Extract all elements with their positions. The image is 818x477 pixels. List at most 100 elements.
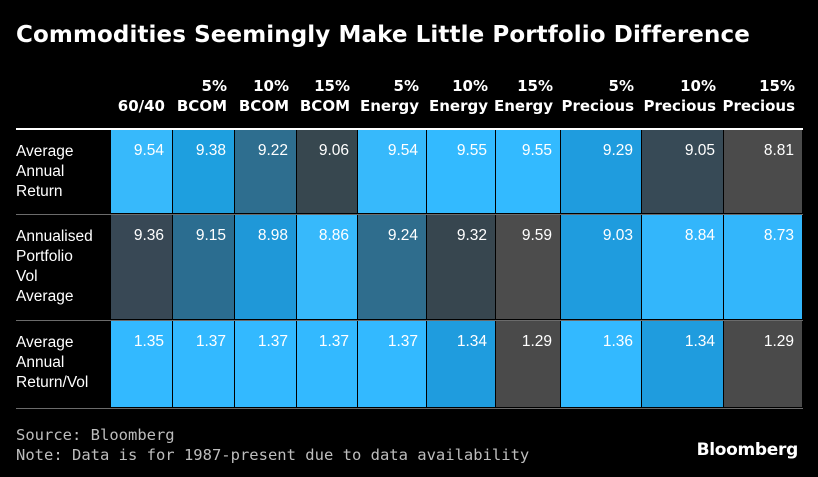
column-header-line: 5% <box>608 77 634 95</box>
column-header-line: 15% <box>517 77 553 95</box>
table-cell: 9.55 <box>427 130 495 213</box>
cell-value: 9.54 <box>133 142 164 159</box>
cell-value: 8.81 <box>763 142 794 159</box>
row-label-line: Average <box>16 288 74 305</box>
cell-value: 1.37 <box>387 333 418 350</box>
table-cell: 9.38 <box>173 130 234 213</box>
cell-value: 9.59 <box>521 227 552 244</box>
column-header-line: 15% <box>314 77 350 95</box>
cell-value: 9.03 <box>602 227 633 244</box>
cell-value: 9.22 <box>257 142 288 159</box>
row-label: Annualised Portfolio Vol Average <box>16 227 93 307</box>
row-rule <box>16 320 803 321</box>
row-label-line: Annual <box>16 354 65 371</box>
table-cell: 9.36 <box>111 215 172 319</box>
cell-value: 1.34 <box>456 333 487 350</box>
cell-value: 1.29 <box>521 333 552 350</box>
cell-value: 9.24 <box>387 227 418 244</box>
column-header-line: Energy <box>493 97 553 115</box>
cell-value: 1.34 <box>684 333 715 350</box>
chart-footer: Source: Bloomberg Note: Data is for 1987… <box>16 425 529 465</box>
cell-value: 8.73 <box>763 227 794 244</box>
column-header: 10% BCOM <box>239 76 289 116</box>
table-cell: 1.29 <box>496 321 560 407</box>
table-cell: 1.35 <box>111 321 172 407</box>
cell-value: 1.36 <box>602 333 633 350</box>
table-cell: 1.37 <box>358 321 426 407</box>
column-header: 5% Energy <box>360 76 419 116</box>
row-rule <box>16 214 803 215</box>
cell-value: 9.54 <box>387 142 418 159</box>
column-header-line: BCOM <box>238 97 289 115</box>
row-rule <box>16 408 803 409</box>
row-label-line: Vol <box>16 268 38 285</box>
cell-value: 9.29 <box>602 142 633 159</box>
column-header: 10% Energy <box>429 76 488 116</box>
cell-value: 1.37 <box>257 333 288 350</box>
row-label: Average Annual Return/Vol <box>16 333 88 393</box>
cell-value: 8.98 <box>257 227 288 244</box>
column-header-line: 5% <box>393 77 419 95</box>
cell-value: 9.05 <box>684 142 715 159</box>
header-rule <box>16 128 803 130</box>
table-cell: 9.15 <box>173 215 234 319</box>
column-header: 15% Energy <box>494 76 553 116</box>
table-cell: 8.84 <box>642 215 723 319</box>
table-cell: 1.37 <box>235 321 296 407</box>
cell-value: 9.55 <box>521 142 552 159</box>
column-header-line: Precious <box>643 97 716 115</box>
cell-value: 1.35 <box>133 333 164 350</box>
column-header: 15% BCOM <box>300 76 350 116</box>
column-header: 5% BCOM <box>177 76 227 116</box>
cell-value: 1.29 <box>763 333 794 350</box>
column-header-line: 5% <box>201 77 227 95</box>
table-cell: 9.54 <box>111 130 172 213</box>
cell-value: 9.55 <box>456 142 487 159</box>
cell-value: 9.36 <box>133 227 164 244</box>
table-cell: 9.32 <box>427 215 495 319</box>
cell-value: 1.37 <box>195 333 226 350</box>
cell-value: 9.15 <box>195 227 226 244</box>
table-cell: 8.86 <box>297 215 357 319</box>
data-note: Note: Data is for 1987-present due to da… <box>16 446 530 464</box>
table-cell: 1.34 <box>427 321 495 407</box>
column-header-line <box>118 76 165 96</box>
table-cell: 8.81 <box>724 130 802 213</box>
column-header-line: Precious <box>561 97 634 115</box>
row-label-line: Average <box>16 143 74 160</box>
column-header-line: 10% <box>680 77 716 95</box>
cell-value: 9.38 <box>195 142 226 159</box>
column-header-line: BCOM <box>299 97 350 115</box>
column-header-line: Precious <box>722 97 795 115</box>
table-cell: 1.37 <box>297 321 357 407</box>
table-cell: 1.29 <box>724 321 802 407</box>
table-cell: 1.34 <box>642 321 723 407</box>
table-cell: 1.36 <box>561 321 641 407</box>
table-cell: 9.29 <box>561 130 641 213</box>
cell-value: 9.06 <box>318 142 349 159</box>
row-label-line: Annualised <box>16 228 93 245</box>
cell-value: 1.37 <box>318 333 349 350</box>
column-header-line: Energy <box>428 97 488 115</box>
table-cell: 9.59 <box>496 215 560 319</box>
column-header: 5% Precious <box>561 76 634 116</box>
table-cell: 9.54 <box>358 130 426 213</box>
table-cell: 9.55 <box>496 130 560 213</box>
column-header-line: 60/40 <box>117 97 165 115</box>
column-header: 15% Precious <box>722 76 795 116</box>
table-cell: 9.05 <box>642 130 723 213</box>
row-label-line: Return <box>16 183 63 200</box>
column-header-line: 10% <box>253 77 289 95</box>
row-label-line: Return/Vol <box>16 374 89 391</box>
row-label: Average Annual Return <box>16 142 73 202</box>
cell-value: 8.86 <box>318 227 349 244</box>
column-header-line: 10% <box>452 77 488 95</box>
column-header-line: 15% <box>759 77 795 95</box>
table-cell: 9.24 <box>358 215 426 319</box>
cell-value: 8.84 <box>684 227 715 244</box>
source-note: Source: Bloomberg <box>16 426 175 444</box>
column-header-line: BCOM <box>176 97 227 115</box>
row-label-line: Annual <box>16 163 65 180</box>
column-header: 10% Precious <box>643 76 716 116</box>
cell-value: 9.32 <box>456 227 487 244</box>
